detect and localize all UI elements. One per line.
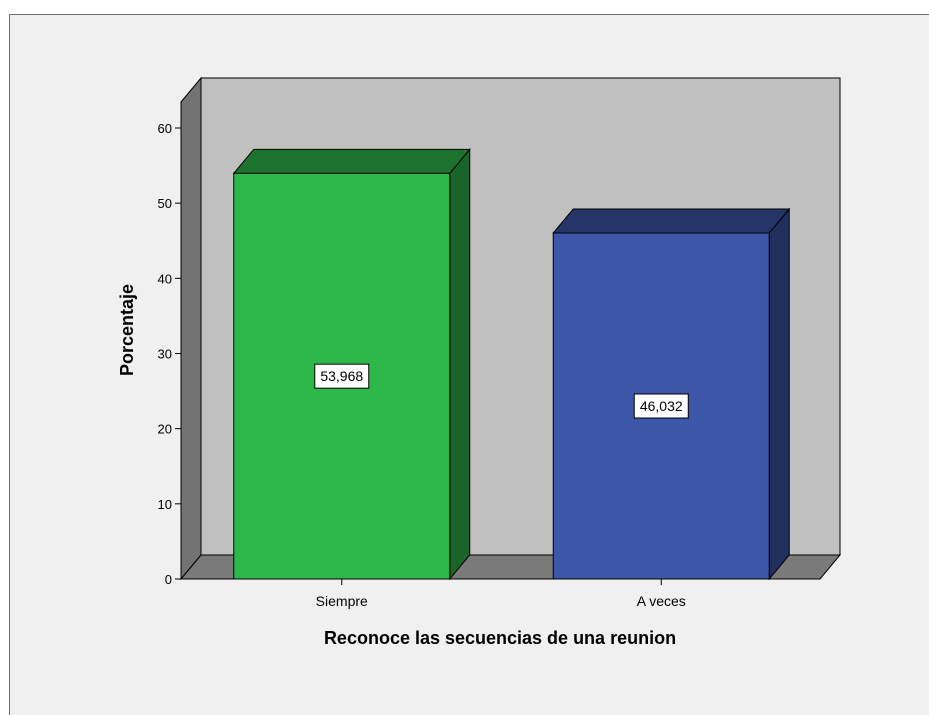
data-label: 46,032: [640, 398, 683, 414]
data-label-box: [314, 363, 370, 389]
y-tick-label: 60: [158, 121, 172, 136]
bar-a-veces: 46,032: [552, 207, 791, 581]
chart-axes: 0 10 20 30 40 50 60 Siempre A veces: [158, 121, 820, 609]
chart-bars: 53,968 46,032: [232, 147, 791, 581]
y-tick-label: 10: [158, 497, 172, 512]
x-axis-title: Reconoce las secuencias de una reunion: [324, 628, 676, 648]
bar-side: [449, 147, 471, 581]
y-tick-label: 40: [158, 271, 172, 286]
bar-top: [552, 208, 791, 234]
data-label-box: [633, 393, 689, 419]
bar-siempre: 53,968: [232, 147, 471, 581]
y-axis-title: Porcentaje: [117, 284, 137, 376]
x-tick-label: A veces: [637, 593, 686, 609]
y-tick-label: 30: [158, 347, 172, 362]
y-tick-label: 50: [158, 196, 172, 211]
y-tick-label: 20: [158, 422, 172, 437]
bar-side: [768, 207, 790, 581]
side-wall: [180, 76, 202, 581]
bar-top: [232, 148, 471, 174]
y-tick-label: 0: [165, 572, 172, 587]
data-label: 53,968: [320, 368, 363, 384]
x-tick-label: Siempre: [316, 593, 368, 609]
